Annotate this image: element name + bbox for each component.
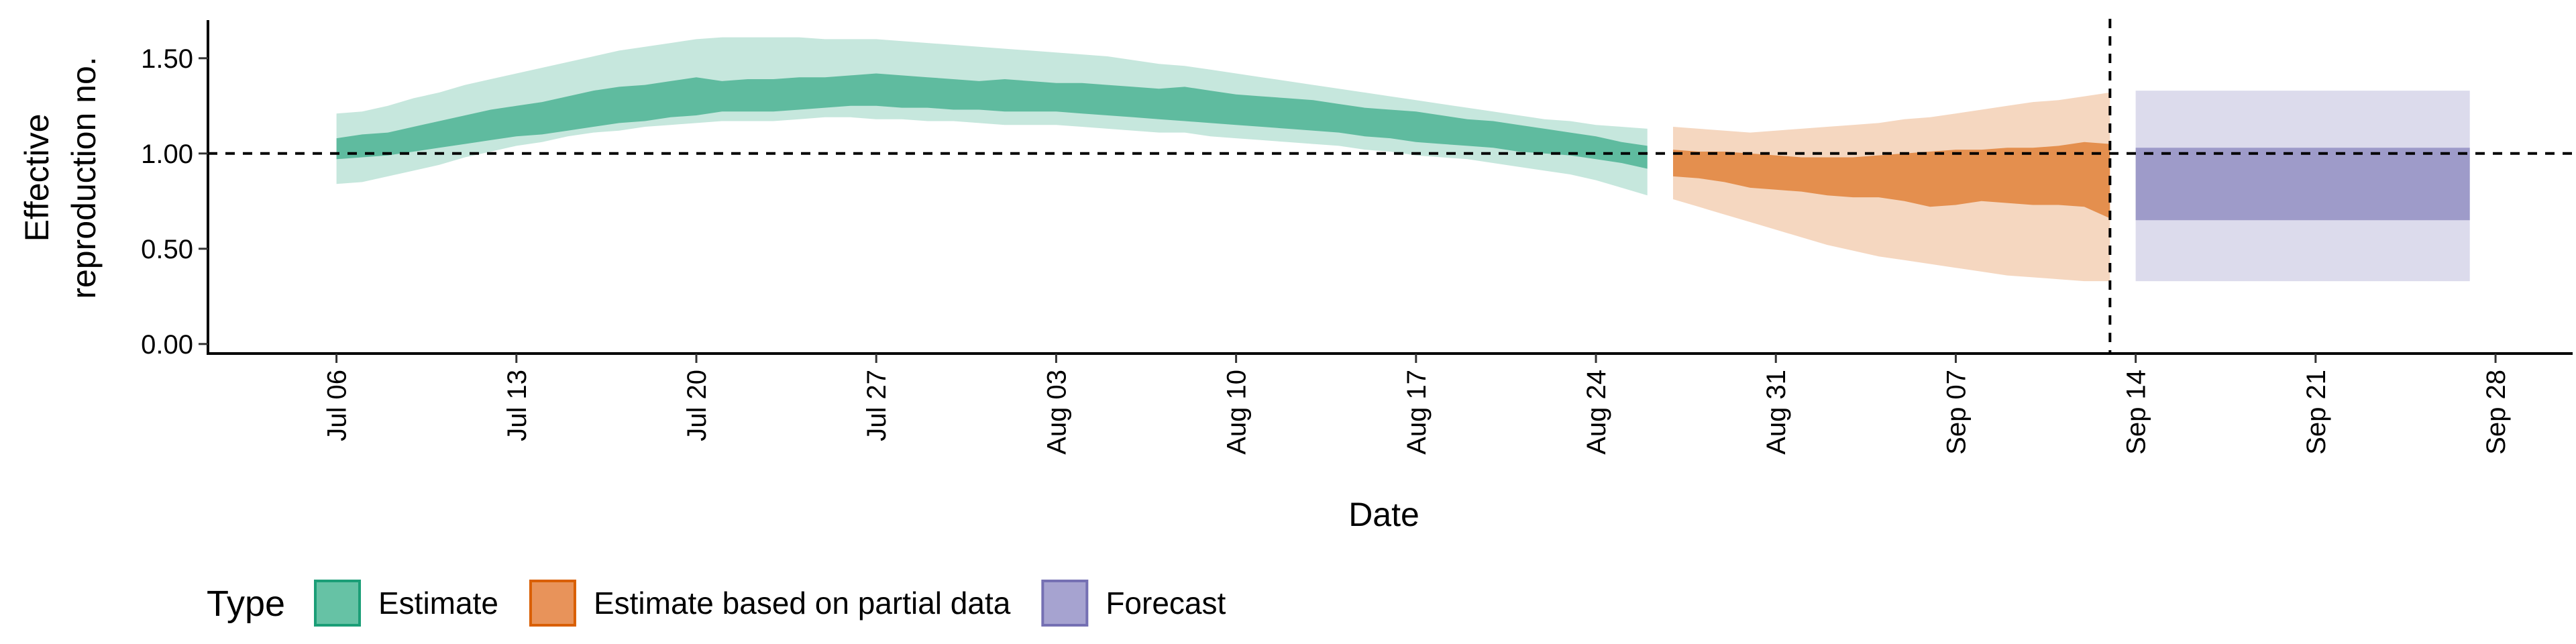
axes-layer	[207, 20, 2573, 355]
tick-layer: 0.00 0.50 1.00 1.50 Jul 06 Jul 13 Jul 20 Jul 27…	[141, 44, 2511, 455]
y-tick-label: 0.00	[141, 330, 193, 360]
y-tick-label: 1.00	[141, 140, 193, 169]
x-tick-label: Aug 03	[1042, 370, 1071, 455]
x-tick-label: Sep 07	[1941, 370, 1971, 455]
legend-forecast-label: Forecast	[1106, 586, 1226, 621]
x-tick-label: Jul 06	[323, 370, 352, 441]
ribbon-layer	[336, 37, 2470, 282]
legend-title: Type	[207, 584, 285, 624]
x-tick-label: Jul 13	[502, 370, 532, 441]
y-tick-label: 1.50	[141, 44, 193, 74]
x-tick-label: Aug 31	[1762, 370, 1791, 455]
x-tick-label: Aug 17	[1402, 370, 1432, 455]
legend-estimate-based-on-partial-data-key	[529, 580, 576, 627]
x-tick-label: Aug 24	[1582, 370, 1611, 455]
x-tick-label: Sep 14	[2122, 370, 2151, 455]
x-tick-label: Sep 21	[2302, 370, 2331, 455]
estimate-based-on-partial-data-50-interval-band	[1673, 142, 2110, 219]
estimate-50-interval-band	[336, 73, 1648, 169]
legend-estimate-key	[314, 580, 361, 627]
x-tick-label: Aug 10	[1222, 370, 1252, 455]
x-axis-title: Date	[1348, 496, 1419, 533]
forecast-50-interval-band	[2135, 148, 2470, 221]
x-tick-label: Sep 28	[2481, 370, 2511, 455]
legend-estimate-based-on-partial-data-label: Estimate based on partial data	[594, 586, 1011, 621]
x-tick-label: Jul 27	[862, 370, 892, 441]
legend-forecast-key	[1041, 580, 1089, 627]
y-tick-label: 0.50	[141, 235, 193, 264]
legend-estimate-label: Estimate	[378, 586, 498, 621]
estimate-90-interval-band	[336, 37, 1648, 196]
axis-title-layer: Effective reproduction no. Date	[18, 56, 1419, 533]
x-tick-label: Jul 20	[682, 370, 712, 441]
y-axis-title-line-1: Effective	[18, 114, 56, 242]
reference-line-layer	[208, 19, 2573, 354]
y-axis-title-line-2: reproduction no.	[65, 56, 103, 299]
legend: Type Estimate Estimate based on partial d…	[207, 580, 1226, 627]
